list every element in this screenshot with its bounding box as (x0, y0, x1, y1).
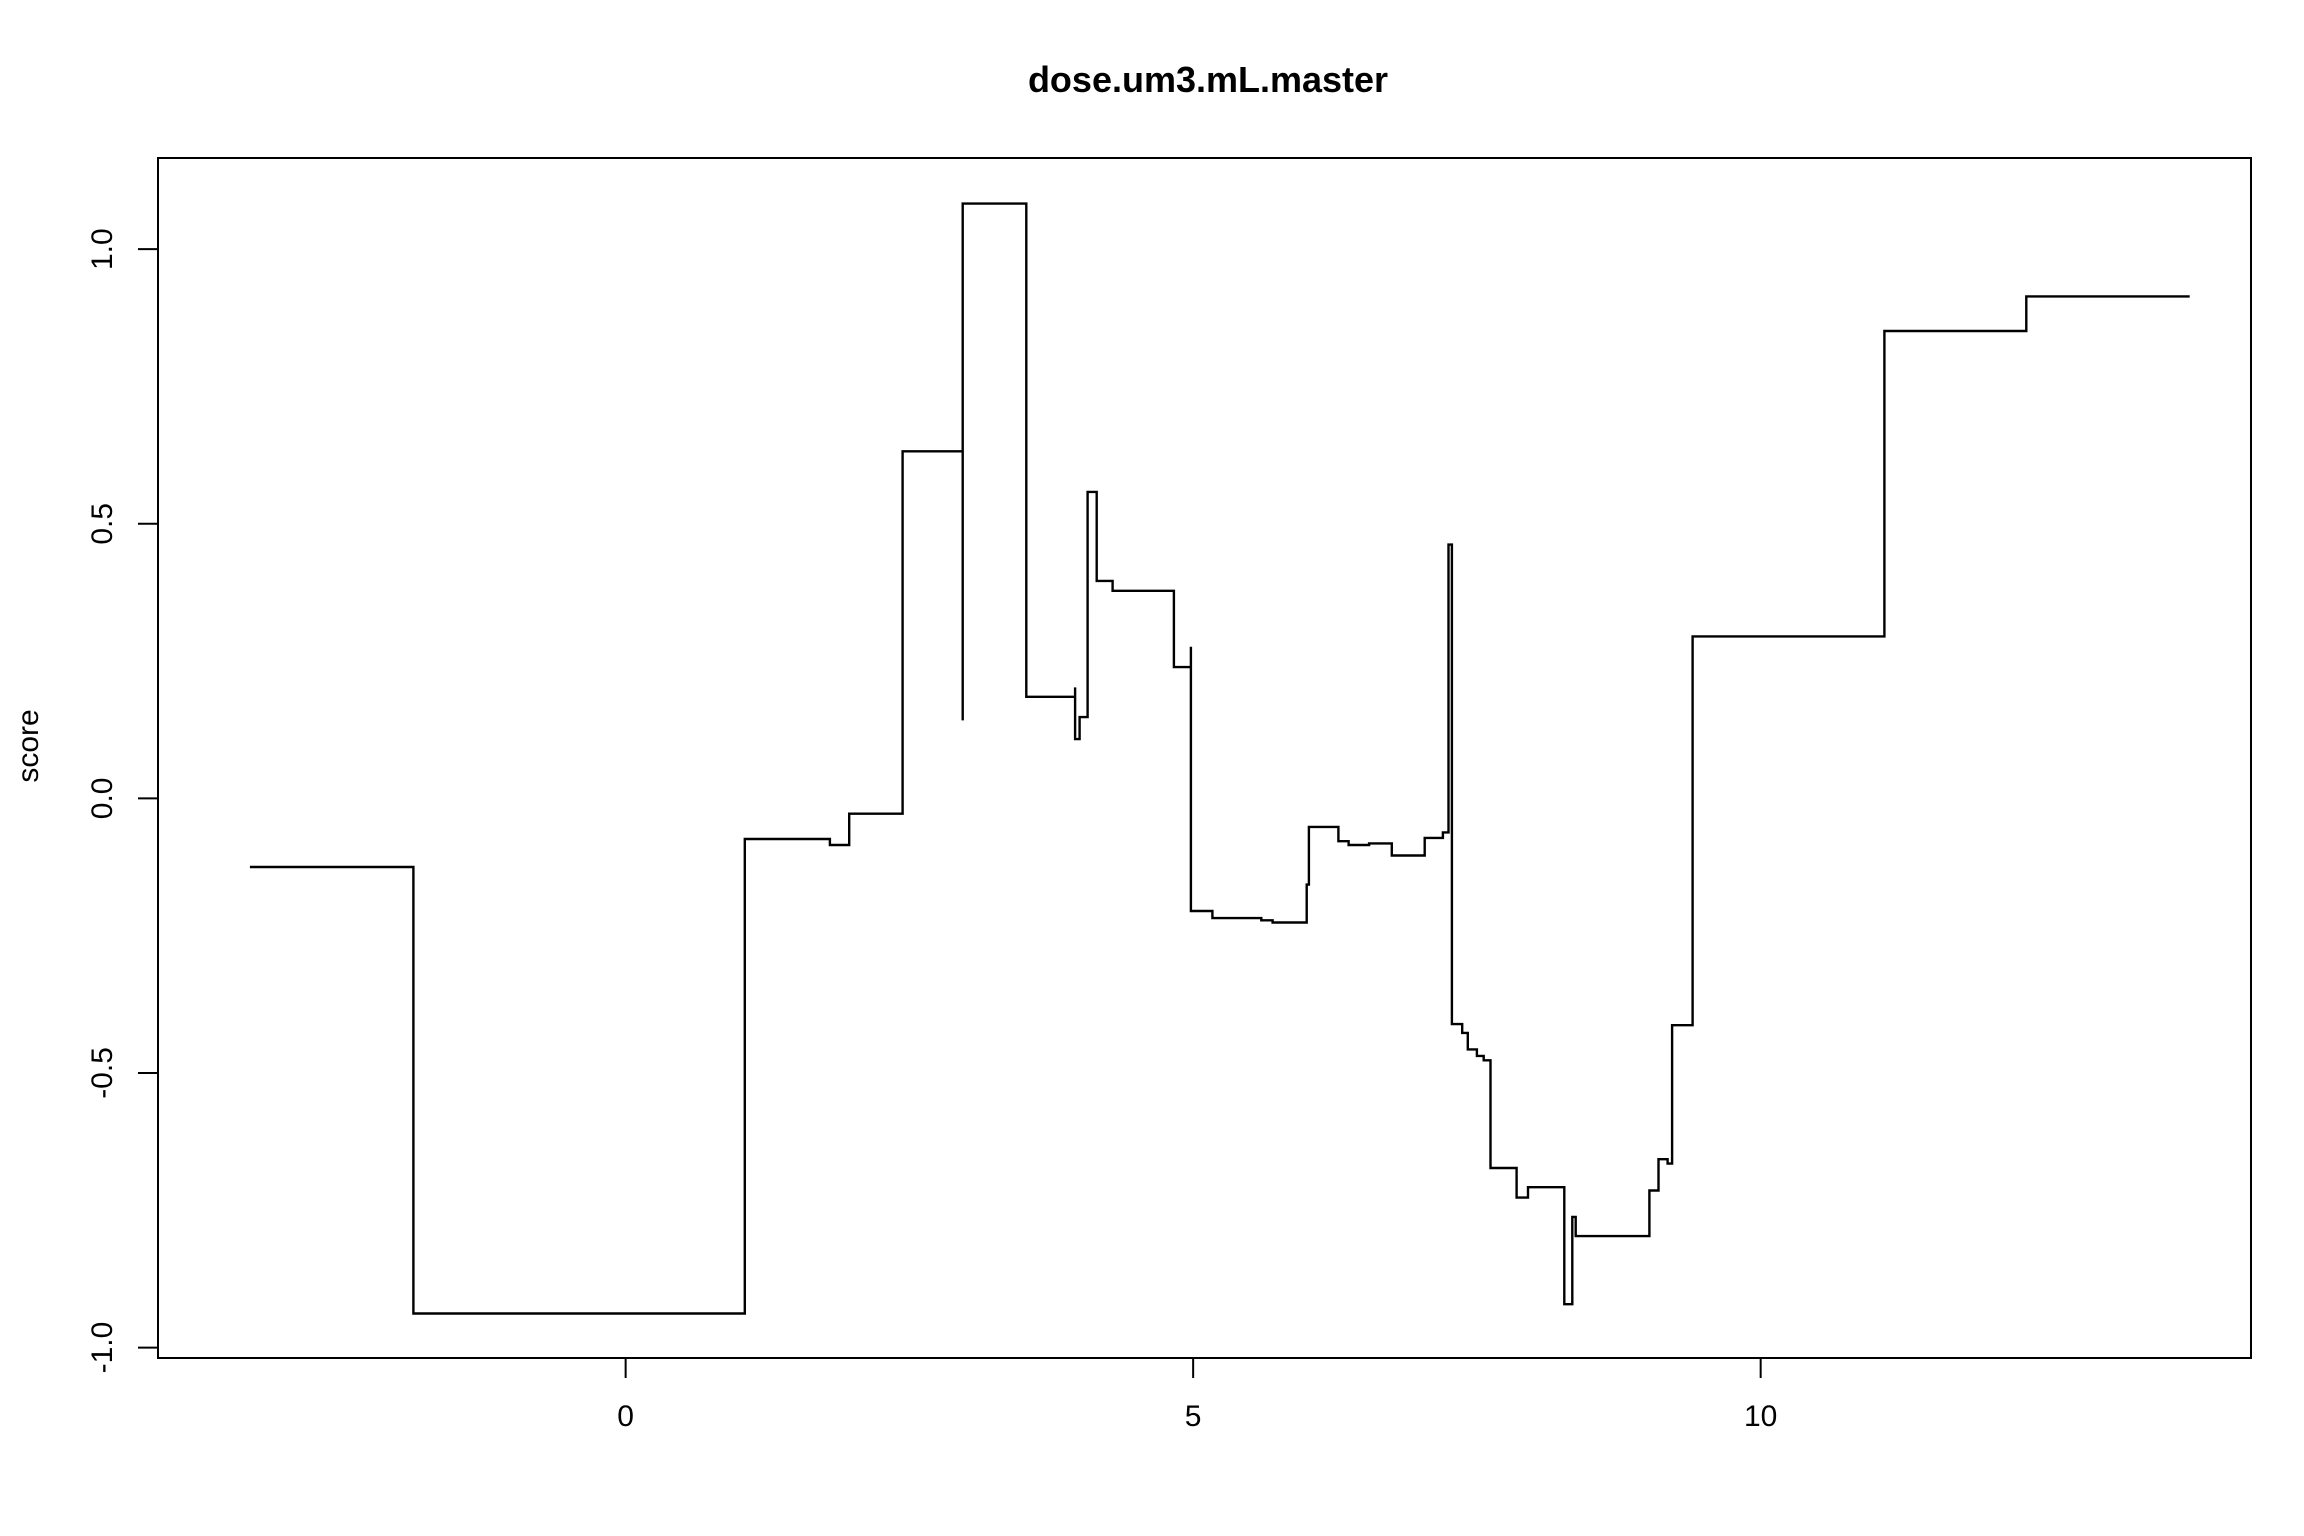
y-tick-label: 0.5 (86, 503, 119, 545)
y-tick-label: 0.0 (86, 778, 119, 820)
series-layer (249, 202, 2190, 1315)
y-axis-label: score (12, 709, 45, 782)
x-tick-label: 10 (1744, 1400, 1777, 1433)
y-tick-label: -0.5 (86, 1047, 119, 1099)
x-tick-label: 0 (617, 1400, 634, 1433)
x-tick-label: 5 (1185, 1400, 1202, 1433)
y-tick-label: 1.0 (86, 228, 119, 270)
y-axis: -1.0 -0.5 0.0 0.5 1.0 (86, 228, 159, 1374)
x-axis: 0 5 10 (617, 1357, 1777, 1433)
plot-frame (157, 157, 2252, 1359)
y-tick-label: -1.0 (86, 1322, 119, 1374)
series-line (249, 202, 2190, 1315)
chart-title: dose.um3.mL.master (1028, 59, 1388, 100)
